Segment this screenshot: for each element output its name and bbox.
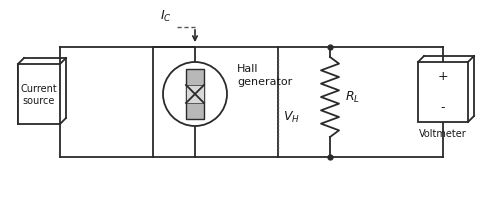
Text: -: - xyxy=(441,101,445,115)
Bar xyxy=(186,69,204,119)
Bar xyxy=(186,85,204,103)
Bar xyxy=(418,62,468,122)
Circle shape xyxy=(163,62,227,126)
Bar xyxy=(18,64,60,124)
Text: Current: Current xyxy=(21,84,57,94)
Text: source: source xyxy=(23,96,55,106)
Text: Voltmeter: Voltmeter xyxy=(419,129,467,139)
Text: $R_L$: $R_L$ xyxy=(345,89,360,105)
Text: +: + xyxy=(438,69,448,82)
Text: Hall: Hall xyxy=(237,64,259,74)
Text: $V_H$: $V_H$ xyxy=(283,109,300,125)
Text: generator: generator xyxy=(237,77,292,87)
Text: $I_C$: $I_C$ xyxy=(160,9,172,24)
